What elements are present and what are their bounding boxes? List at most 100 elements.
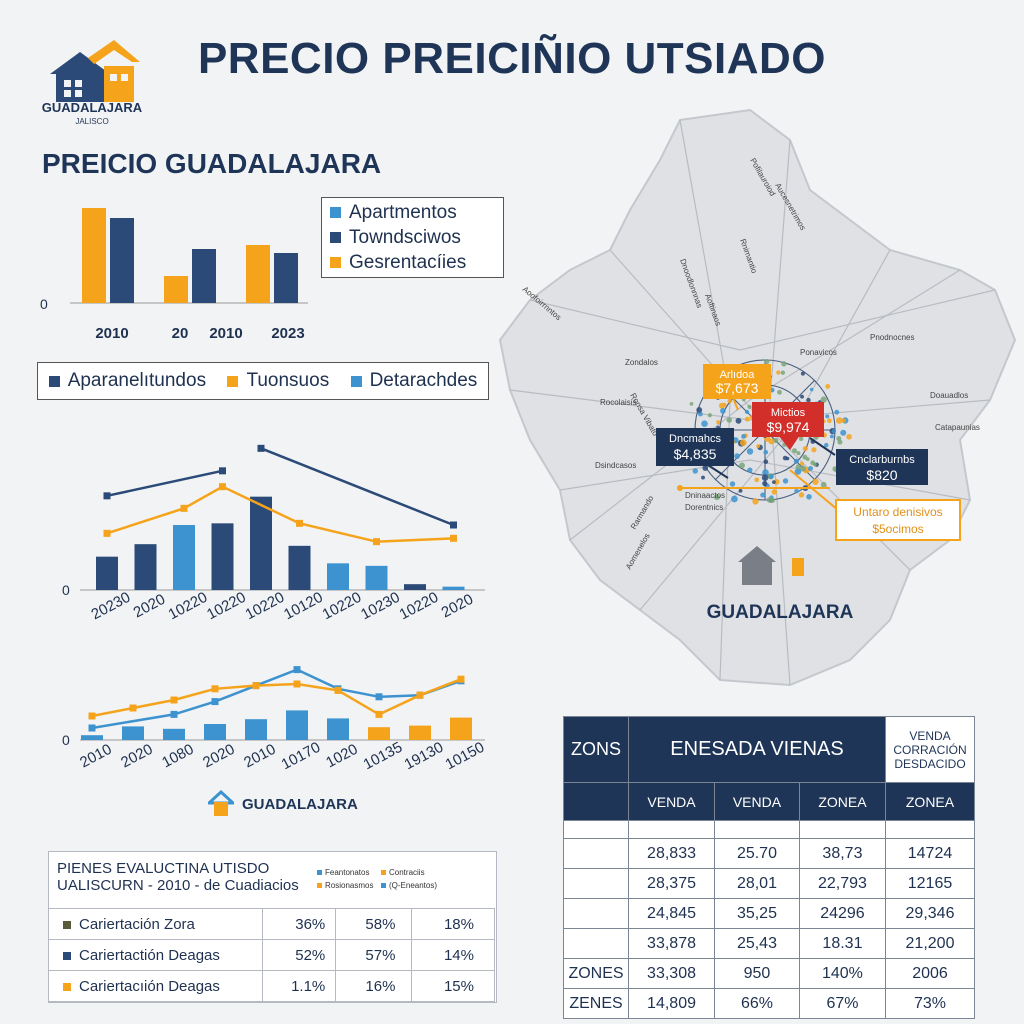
map-dot: [820, 396, 827, 403]
map-dot: [763, 449, 769, 455]
x-tick-label: 2020: [200, 741, 237, 772]
table-cell: 58%: [335, 908, 413, 940]
legend-1-swatch-0: [330, 207, 341, 218]
row-label: Cariertación Zora: [79, 915, 195, 933]
table-cell: [627, 820, 716, 839]
table-subheader: ZONEA: [798, 782, 887, 821]
table-cell: [885, 820, 975, 839]
table-cell: 21,200: [885, 928, 975, 959]
map-label: Ponavicos: [800, 348, 837, 357]
bar: [163, 728, 185, 740]
table-cell: [563, 838, 629, 869]
table-subtitle: UALISCURN - 2010 - de Cuadiacios: [57, 877, 299, 894]
map-dot: [772, 480, 776, 484]
footer-brand: GUADALAJARA: [242, 796, 358, 813]
map-dot: [701, 475, 705, 480]
map-dot: [824, 442, 829, 448]
map-dot: [722, 402, 727, 407]
y-tick-label: 0: [62, 582, 70, 598]
table-cell: [563, 898, 629, 929]
table-cell: 16%: [335, 970, 413, 1002]
map-dot: [741, 434, 746, 439]
row-label: Cariertactión Deagas: [79, 946, 220, 964]
x-tick-label: 10120: [281, 589, 326, 624]
row-label: Cariertacıión Deagas: [79, 977, 220, 995]
map-dot: [727, 398, 732, 404]
map-dot: [762, 480, 768, 487]
point: [219, 467, 226, 475]
legend-1-swatch-1: [330, 232, 341, 243]
legend-2: Aparanelıtundos Tuonsuos Detarachdes: [37, 362, 489, 400]
map-label: Dsindcasos: [595, 461, 636, 470]
table-cell: 57%: [335, 939, 413, 971]
map-dot: [808, 466, 813, 471]
table-cell: 28,375: [627, 868, 716, 899]
map-dot: [697, 411, 703, 417]
table-cell: 12165: [885, 868, 975, 899]
bar: [82, 208, 106, 303]
map-dot: [837, 439, 843, 445]
bar: [96, 556, 118, 590]
map-dot: [735, 417, 742, 424]
callout-price: $9,974: [767, 419, 810, 435]
map-dot: [731, 495, 738, 503]
bar: [409, 725, 431, 740]
map-dot: [744, 416, 750, 422]
map-label: Rocolaisis: [600, 398, 636, 407]
map-dot: [771, 489, 778, 495]
table-header: ENESADA VIENAS: [628, 716, 886, 783]
mini-legend-item: Feantonatos: [317, 866, 381, 879]
map-dot: [716, 420, 721, 425]
mini-legend-item: Rosionasmos: [317, 879, 381, 892]
map-dot: [831, 429, 836, 434]
bar: [134, 544, 157, 590]
map-dot: [794, 468, 802, 475]
map-dot: [756, 444, 761, 448]
point: [170, 696, 178, 704]
map-road: [529, 289, 996, 351]
map-dot: [834, 409, 840, 415]
point: [450, 521, 457, 529]
map-dot: [813, 462, 817, 467]
map-dot: [820, 481, 827, 488]
table-cell: ZENES: [563, 988, 629, 1019]
legend-1-swatch-2: [330, 257, 341, 268]
map-label: Doauadlos: [930, 391, 968, 400]
table-cell: 24,845: [627, 898, 716, 929]
map-dot: [752, 498, 759, 505]
x-tick-label: 2020: [439, 591, 476, 622]
map-dot: [768, 438, 775, 445]
series-line: [260, 447, 454, 527]
x-tick-label: 20: [172, 325, 189, 342]
point: [180, 504, 188, 512]
bar-chart-1: 0 2010 20 2010 2023: [40, 208, 308, 342]
table-cell: 2006: [885, 958, 975, 989]
house-logo-icon: [50, 40, 140, 102]
map-dot: [762, 469, 769, 476]
callout-price: $4,835: [674, 446, 717, 462]
map-dot: [809, 387, 814, 392]
bar: [204, 724, 226, 740]
table-row: [563, 820, 975, 839]
table-subheader-row: VENDA VENDA ZONEA ZONEA: [563, 782, 975, 821]
table-header: VENDA CORRACIÓN DESDACIDO: [885, 716, 975, 783]
table-cell: 38,73: [798, 838, 887, 869]
bar: [173, 525, 195, 590]
map-dot: [739, 439, 747, 447]
page-title: PRECIO PREICIÑIO UTSIADO: [197, 34, 827, 83]
map-dot: [800, 394, 804, 399]
map-dot: [768, 474, 774, 480]
table-cell: 66%: [714, 988, 800, 1019]
legend-2-item: Aparanelıtundos: [48, 369, 206, 394]
map-road: [569, 269, 961, 541]
x-tick-label: 10150: [442, 739, 487, 774]
map-dot: [689, 401, 694, 406]
table-header-row: ZONS ENESADA VIENAS VENDA CORRACIÓN DESD…: [563, 716, 975, 783]
map-dot: [827, 418, 832, 424]
legend-1-label: Towndsciwos: [349, 226, 461, 248]
table-cell: 28,01: [714, 868, 800, 899]
map-dot: [734, 453, 740, 459]
map-dot: [798, 492, 805, 498]
legend-1-label: Gesrentacíies: [349, 251, 467, 273]
legend-2-item: Tuonsuos: [227, 369, 329, 394]
